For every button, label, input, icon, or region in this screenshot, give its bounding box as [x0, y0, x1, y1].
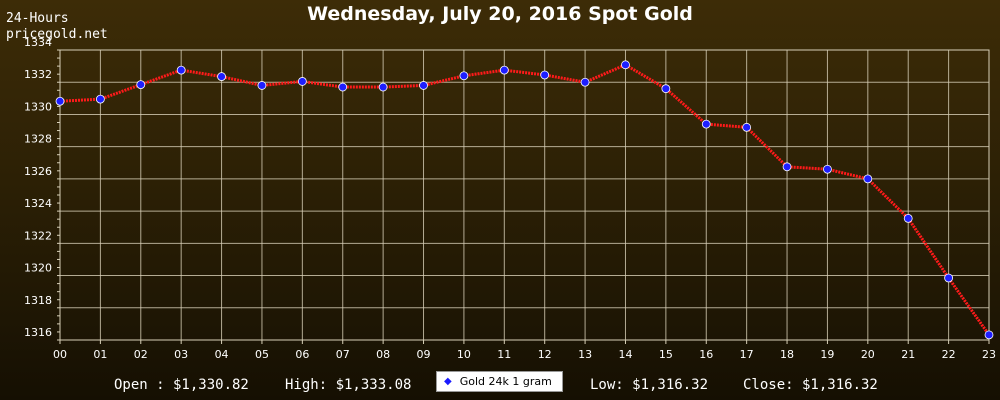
- data-point: [823, 164, 832, 174]
- y-tick-label: 1324: [24, 197, 52, 210]
- y-tick-label: 1316: [24, 326, 52, 339]
- x-tick-label: 20: [861, 348, 875, 361]
- close-price: Close: $1,316.32: [743, 377, 878, 393]
- data-point: [540, 70, 550, 80]
- y-tick-label: 1330: [24, 100, 52, 113]
- data-point: [621, 60, 630, 70]
- data-point: [863, 174, 873, 184]
- data-point: [338, 82, 348, 92]
- x-tick-label: 23: [982, 348, 996, 361]
- data-point: [55, 96, 65, 106]
- x-tick-label: 06: [295, 348, 309, 361]
- x-tick-label: 14: [618, 348, 632, 361]
- data-point: [701, 119, 711, 129]
- y-tick-label: 1332: [24, 68, 52, 81]
- data-point: [742, 122, 752, 132]
- x-tick-label: 13: [578, 348, 592, 361]
- x-tick-label: 12: [538, 348, 552, 361]
- x-tick-label: 10: [457, 348, 471, 361]
- high-price: High: $1,333.08: [285, 377, 412, 393]
- open-price: Open : $1,330.82: [114, 377, 249, 393]
- x-tick-label: 01: [93, 348, 107, 361]
- x-tick-label: 11: [497, 348, 511, 361]
- x-tick-label: 05: [255, 348, 269, 361]
- data-point: [95, 94, 105, 104]
- period-label: 24-Hours: [6, 11, 69, 26]
- y-tick-label: 1334: [24, 36, 52, 49]
- x-tick-label: 00: [53, 348, 67, 361]
- x-tick-label: 22: [942, 348, 956, 361]
- data-point: [257, 81, 267, 90]
- data-point: [297, 77, 307, 86]
- data-point: [580, 77, 590, 87]
- x-tick-label: 21: [901, 348, 915, 361]
- y-tick-label: 1322: [24, 229, 52, 242]
- legend-marker-icon: ◆: [444, 376, 452, 387]
- series-line: [59, 63, 991, 336]
- legend: ◆ Gold 24k 1 gram: [436, 371, 563, 392]
- y-tick-label: 1326: [24, 165, 52, 178]
- data-point: [984, 330, 994, 340]
- y-tick-label: 1318: [24, 294, 52, 307]
- x-tick-label: 09: [417, 348, 431, 361]
- x-tick-label: 02: [134, 348, 148, 361]
- site-label: pricegold.net: [6, 27, 108, 42]
- legend-label: Gold 24k 1 gram: [459, 375, 552, 388]
- data-point: [459, 71, 469, 81]
- x-tick-label: 17: [740, 348, 754, 361]
- data-point: [782, 162, 792, 172]
- data-point: [944, 273, 954, 283]
- x-tick-label: 19: [820, 348, 834, 361]
- low-price: Low: $1,316.32: [590, 377, 709, 393]
- plot-frame: [59, 49, 990, 341]
- data-point: [419, 81, 428, 90]
- x-tick-label: 04: [215, 348, 229, 361]
- data-point: [903, 213, 913, 223]
- x-tick-label: 18: [780, 348, 794, 361]
- y-tick-label: 1320: [24, 262, 52, 275]
- y-tick-label: 1328: [24, 133, 52, 146]
- x-tick-label: 07: [336, 348, 350, 361]
- x-tick-label: 03: [174, 348, 188, 361]
- data-point: [499, 65, 509, 75]
- data-point: [378, 82, 388, 92]
- data-point: [661, 84, 671, 94]
- data-point: [136, 80, 146, 90]
- data-point: [217, 72, 226, 81]
- x-tick-label: 16: [699, 348, 713, 361]
- data-point: [176, 65, 186, 75]
- chart-title: Wednesday, July 20, 2016 Spot Gold: [307, 3, 693, 25]
- x-tick-label: 08: [376, 348, 390, 361]
- x-tick-label: 15: [659, 348, 673, 361]
